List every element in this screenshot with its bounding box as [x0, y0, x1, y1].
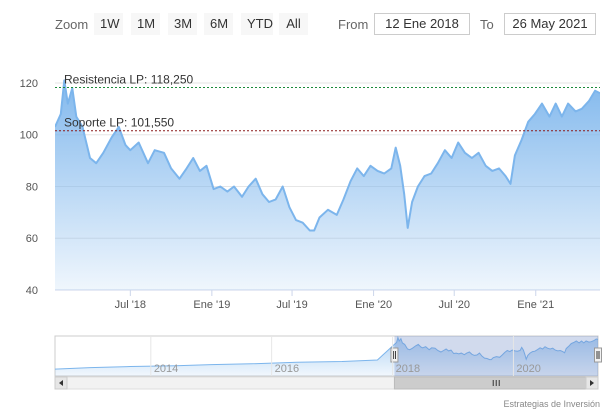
- to-date-input[interactable]: 26 May 2021: [504, 13, 596, 35]
- chevron-right-icon: [590, 380, 594, 386]
- y-tick-label: 100: [20, 130, 38, 142]
- navigator-handle-left: [390, 347, 399, 363]
- zoom-3m-button[interactable]: 3M: [168, 13, 197, 35]
- y-axis: 40 60 80 100 120: [20, 78, 38, 297]
- zoom-6m-button[interactable]: 6M: [204, 13, 233, 35]
- zoom-label: Zoom: [55, 17, 89, 32]
- from-date-input[interactable]: 12 Ene 2018: [374, 13, 470, 35]
- plot-line-label: Soporte LP: 101,550: [64, 116, 174, 130]
- navigator-line: [54, 335, 599, 370]
- chevron-left-icon: [59, 380, 63, 386]
- navigator-year-label: 2018: [396, 363, 420, 375]
- scrollbar[interactable]: [54, 376, 599, 390]
- x-tick-label: Jul '19: [276, 299, 307, 311]
- range-selector: Zoom 1W 1M 3M 6M YTD All From 12 Ene 201…: [0, 0, 608, 50]
- zoom-all-button[interactable]: All: [279, 13, 308, 35]
- navigator-handle-right: [594, 347, 602, 363]
- zoom-1m-button[interactable]: 1M: [131, 13, 160, 35]
- navigator-selection: [394, 336, 598, 376]
- y-tick-label: 80: [26, 181, 38, 193]
- x-tick-label: Ene '21: [517, 299, 554, 311]
- x-axis: Jul '18 Ene '19 Jul '19 Ene '20 Jul '20 Ene '…: [115, 290, 554, 311]
- y-tick-label: 120: [20, 78, 38, 90]
- y-tick-label: 40: [26, 285, 38, 297]
- series-area: [55, 80, 600, 290]
- plot-line-label: Resistencia LP: 118,250: [64, 72, 194, 86]
- x-tick-label: Jul '18: [115, 299, 146, 311]
- plot-lines: Resistencia LP: 118,250 Soporte LP: 101,5…: [55, 72, 600, 132]
- from-label: From: [338, 17, 369, 32]
- series-line: [55, 79, 600, 232]
- to-label: To: [480, 17, 494, 32]
- x-tick-label: Jul '20: [438, 299, 469, 311]
- navigator-year-label: 2014: [154, 363, 178, 375]
- navigator[interactable]: 2014 2016 2018 2020: [54, 335, 602, 377]
- navigator-year-label: 2016: [275, 363, 299, 375]
- y-tick-label: 60: [26, 233, 38, 245]
- navigator-area: [55, 337, 598, 376]
- x-tick-label: Ene '19: [193, 299, 230, 311]
- zoom-1w-button[interactable]: 1W: [94, 13, 123, 35]
- credits: Estrategias de Inversión: [503, 399, 600, 409]
- navigator-year-label: 2020: [516, 363, 540, 375]
- price-series: [55, 79, 600, 290]
- x-tick-label: Ene '20: [355, 299, 392, 311]
- zoom-ytd-button[interactable]: YTD: [241, 13, 273, 35]
